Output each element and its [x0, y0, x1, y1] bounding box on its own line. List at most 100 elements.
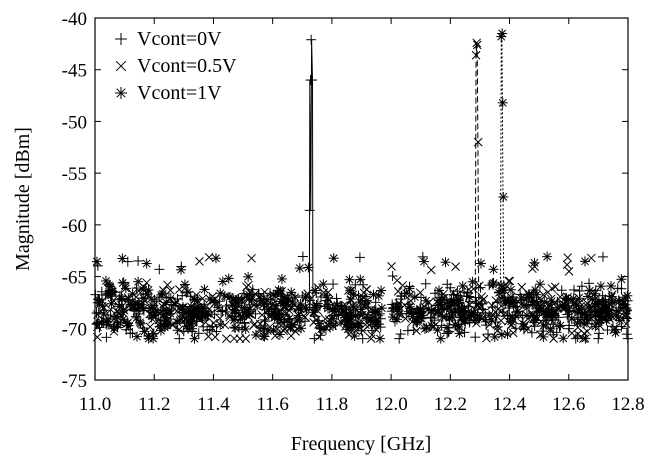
noise-marker [446, 297, 457, 308]
noise-marker [222, 334, 231, 343]
noise-marker [521, 310, 532, 321]
noise-marker [242, 291, 252, 300]
noise-marker [230, 305, 241, 316]
y-tick-label: -50 [62, 112, 87, 133]
noise-marker [122, 319, 131, 329]
noise-marker [209, 297, 220, 308]
noise-marker [209, 318, 218, 328]
noise-marker [114, 299, 125, 310]
noise-marker [478, 314, 487, 323]
peak-marker [304, 205, 315, 216]
noise-marker [538, 331, 549, 342]
noise-marker [505, 284, 516, 295]
noise-marker [314, 332, 324, 342]
noise-marker [217, 276, 228, 287]
noise-marker [496, 316, 506, 325]
noise-marker [273, 324, 282, 334]
peak-marker [497, 28, 508, 39]
legend-marker [115, 87, 127, 99]
noise-marker [147, 300, 158, 311]
noise-marker [108, 321, 119, 332]
noise-marker [186, 301, 197, 312]
noise-marker [120, 283, 131, 294]
noise-marker [442, 279, 453, 290]
noise-marker [310, 302, 321, 313]
noise-marker [297, 290, 308, 301]
noise-marker [92, 318, 103, 329]
noise-marker [583, 302, 594, 313]
noise-marker [371, 315, 382, 326]
noise-marker [426, 313, 437, 324]
noise-marker [103, 314, 114, 325]
noise-marker [369, 307, 380, 318]
noise-marker [315, 322, 326, 333]
noise-marker [187, 323, 198, 334]
noise-marker [268, 289, 279, 300]
noise-marker [533, 306, 544, 317]
noise-marker [129, 303, 140, 314]
noise-marker [543, 288, 553, 297]
noise-marker [303, 262, 314, 273]
noise-marker [225, 310, 234, 320]
noise-marker [439, 289, 448, 299]
noise-marker [355, 274, 366, 285]
noise-marker [497, 285, 508, 296]
noise-marker [165, 293, 176, 304]
noise-marker [289, 320, 298, 330]
noise-marker [117, 253, 128, 264]
noise-marker [605, 280, 616, 291]
noise-marker [127, 288, 138, 299]
noise-marker [428, 322, 438, 332]
noise-marker [482, 333, 491, 343]
noise-marker [586, 253, 596, 263]
noise-marker [127, 328, 138, 339]
noise-marker [581, 319, 591, 329]
noise-marker [556, 285, 567, 296]
noise-marker [326, 313, 337, 324]
noise-marker [564, 267, 574, 276]
noise-marker [91, 256, 102, 267]
peak-line [499, 33, 505, 311]
noise-marker [540, 315, 551, 326]
noise-marker [247, 253, 256, 263]
noise-marker [361, 313, 372, 324]
noise-marker [488, 264, 499, 275]
noise-marker [391, 298, 402, 309]
legend: Vcont=0V Vcont=0.5V Vcont=1V [115, 28, 237, 104]
noise-marker [247, 284, 258, 295]
noise-marker [477, 304, 488, 315]
noise-marker [560, 293, 571, 304]
noise-marker [529, 321, 540, 332]
legend-label: Vcont=0V [137, 28, 222, 50]
noise-marker [292, 315, 303, 326]
noise-marker [94, 297, 105, 308]
noise-marker [523, 324, 533, 334]
noise-marker [154, 292, 165, 303]
noise-marker [433, 306, 444, 317]
noise-marker [193, 296, 203, 306]
noise-marker [261, 302, 270, 312]
noise-marker [595, 281, 606, 292]
noise-marker [174, 325, 184, 335]
noise-marker [191, 316, 202, 327]
noise-marker [133, 308, 144, 319]
noise-marker [584, 278, 595, 289]
noise-marker [475, 282, 486, 293]
noise-marker [366, 325, 377, 336]
noise-marker [412, 326, 421, 336]
noise-marker [351, 304, 361, 314]
noise-marker [234, 310, 244, 320]
noise-marker [568, 284, 579, 295]
x-tick-label: 11.6 [256, 394, 289, 415]
peak-traces [304, 28, 509, 311]
noise-marker [475, 258, 486, 269]
noise-marker [258, 290, 269, 301]
noise-marker [555, 320, 566, 331]
peak-marker [472, 38, 482, 48]
x-tick-label: 11.8 [316, 394, 349, 415]
legend-label: Vcont=0.5V [137, 55, 237, 77]
noise-marker [492, 321, 503, 332]
x-tick-label: 12.6 [552, 394, 585, 415]
noise-marker [491, 296, 501, 305]
noise-marker [502, 310, 513, 321]
